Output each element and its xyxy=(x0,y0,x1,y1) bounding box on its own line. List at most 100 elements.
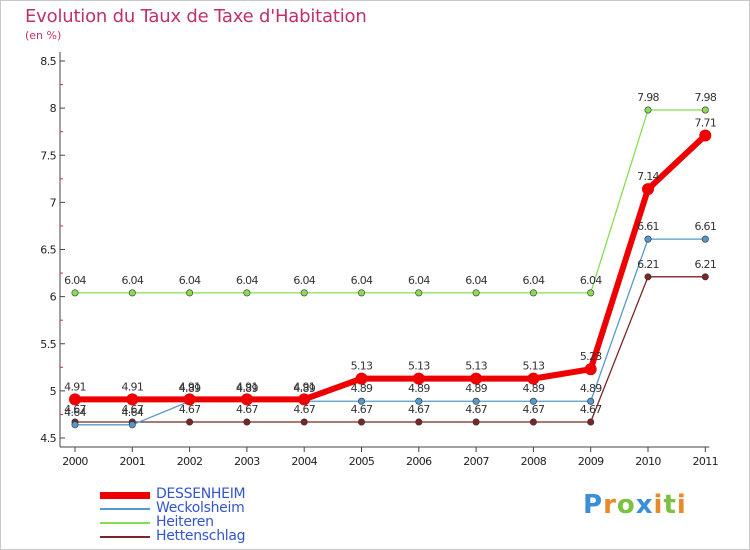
data-point-dessenheim xyxy=(527,372,540,385)
data-label-heiteren: 6.04 xyxy=(523,274,545,287)
legend-label: Hettenschlag xyxy=(156,528,246,544)
data-point-heiteren xyxy=(415,289,423,297)
data-point-weckolsheim xyxy=(587,397,595,405)
data-point-hettenschlag xyxy=(472,418,480,426)
x-tick-label: 2000 xyxy=(62,455,88,468)
data-label-hettenschlag: 4.67 xyxy=(580,403,602,416)
data-point-hettenschlag xyxy=(243,418,251,426)
data-label-hettenschlag: 4.67 xyxy=(179,403,201,416)
series-lines xyxy=(69,106,712,429)
data-point-weckolsheim xyxy=(415,397,423,405)
data-label-dessenheim: 7.71 xyxy=(694,116,716,129)
legend-label: Weckolsheim xyxy=(156,500,245,516)
y-tick-label: 8.5 xyxy=(40,55,56,68)
y-tick-label: 4.5 xyxy=(40,432,56,445)
data-label-hettenschlag: 4.67 xyxy=(236,403,258,416)
data-label-weckolsheim: 4.89 xyxy=(465,382,487,395)
x-tick-label: 2006 xyxy=(406,455,432,468)
x-tick-label: 2011 xyxy=(692,455,718,468)
data-point-hettenschlag xyxy=(300,418,308,426)
data-label-weckolsheim: 6.61 xyxy=(694,220,716,233)
y-tick-label: 6.5 xyxy=(40,244,56,257)
data-label-dessenheim: 5.13 xyxy=(408,360,430,373)
data-label-weckolsheim: 4.89 xyxy=(351,382,373,395)
chart-title: Evolution du Taux de Taxe d'Habitation xyxy=(25,6,367,27)
data-label-dessenheim: 4.91 xyxy=(179,380,201,393)
data-label-dessenheim: 5.13 xyxy=(351,360,373,373)
data-label-hettenschlag: 4.67 xyxy=(465,403,487,416)
data-point-heiteren xyxy=(472,289,480,297)
data-label-weckolsheim: 4.89 xyxy=(179,382,201,395)
data-point-weckolsheim xyxy=(128,421,136,429)
series-line-hettenschlag xyxy=(74,276,706,423)
proxiti-logo: Proxiti xyxy=(583,490,687,520)
data-label-heiteren: 6.04 xyxy=(580,274,602,287)
logo-letter: o xyxy=(616,490,636,520)
data-point-heiteren xyxy=(644,106,652,114)
data-label-hettenschlag: 4.67 xyxy=(64,403,86,416)
legend-item-hettenschlag: Hettenschlag xyxy=(100,528,300,544)
data-label-dessenheim: 4.91 xyxy=(236,380,258,393)
data-label-dessenheim: 5.23 xyxy=(580,350,602,363)
data-label-hettenschlag: 4.67 xyxy=(351,403,373,416)
data-label-heiteren: 6.04 xyxy=(64,274,86,287)
y-tick-label: 8 xyxy=(50,102,57,115)
data-label-hettenschlag: 4.67 xyxy=(408,403,430,416)
data-label-dessenheim: 7.14 xyxy=(637,170,659,183)
data-label-weckolsheim: 4.64 xyxy=(121,406,143,419)
data-label-dessenheim: 4.91 xyxy=(293,380,315,393)
data-label-heiteren: 6.04 xyxy=(408,274,430,287)
data-point-hettenschlag xyxy=(415,418,423,426)
data-point-heiteren xyxy=(587,289,595,297)
x-tick-label: 2007 xyxy=(463,455,489,468)
x-tick-label: 2004 xyxy=(291,455,317,468)
data-point-weckolsheim xyxy=(71,421,79,429)
data-label-hettenschlag: 6.21 xyxy=(637,258,659,271)
y-tick-label: 7.5 xyxy=(40,149,56,162)
data-point-weckolsheim xyxy=(529,397,537,405)
data-label-dessenheim: 4.91 xyxy=(121,380,143,393)
logo-letter: i xyxy=(676,490,687,520)
data-label-heiteren: 6.04 xyxy=(293,274,315,287)
legend-item-heiteren: Heiteren xyxy=(100,514,300,530)
data-point-dessenheim xyxy=(699,129,712,142)
y-tick-label: 6 xyxy=(50,291,57,304)
data-point-heiteren xyxy=(71,289,79,297)
data-label-heiteren: 6.04 xyxy=(179,274,201,287)
data-point-dessenheim xyxy=(584,363,597,376)
data-point-dessenheim xyxy=(642,183,654,196)
data-point-weckolsheim xyxy=(644,235,652,243)
data-point-heiteren xyxy=(357,289,365,297)
data-point-weckolsheim xyxy=(701,235,709,243)
data-point-dessenheim xyxy=(183,393,196,406)
data-point-hettenschlag xyxy=(701,273,709,281)
data-label-heiteren: 6.04 xyxy=(236,274,258,287)
legend-item-weckolsheim: Weckolsheim xyxy=(100,500,300,516)
logo-letter: t xyxy=(663,490,677,520)
chart-subtitle: (en %) xyxy=(25,29,62,42)
y-tick-label: 5 xyxy=(50,385,57,398)
y-tick-label: 5.5 xyxy=(40,338,56,351)
legend-label: Heiteren xyxy=(156,514,214,530)
data-label-heiteren: 6.04 xyxy=(121,274,143,287)
legend-swatch xyxy=(100,508,150,510)
data-label-weckolsheim: 4.89 xyxy=(236,382,258,395)
y-tick-label: 7 xyxy=(50,196,57,209)
x-tick-label: 2008 xyxy=(521,455,547,468)
logo-letter: i xyxy=(653,490,664,520)
x-tick-label: 2002 xyxy=(177,455,203,468)
legend-item-dessenheim: DESSENHEIM xyxy=(100,486,300,502)
x-tick-label: 2003 xyxy=(234,455,260,468)
x-tick-label: 2010 xyxy=(635,455,661,468)
data-point-hettenschlag xyxy=(529,418,537,426)
data-label-hettenschlag: 4.67 xyxy=(523,403,545,416)
legend-swatch xyxy=(100,522,150,524)
data-point-heiteren xyxy=(701,106,709,114)
data-point-dessenheim xyxy=(470,372,483,385)
data-label-heiteren: 7.98 xyxy=(637,91,659,104)
data-point-heiteren xyxy=(529,289,537,297)
data-point-weckolsheim xyxy=(357,397,365,405)
data-label-heiteren: 7.98 xyxy=(694,91,716,104)
data-point-heiteren xyxy=(300,289,308,297)
